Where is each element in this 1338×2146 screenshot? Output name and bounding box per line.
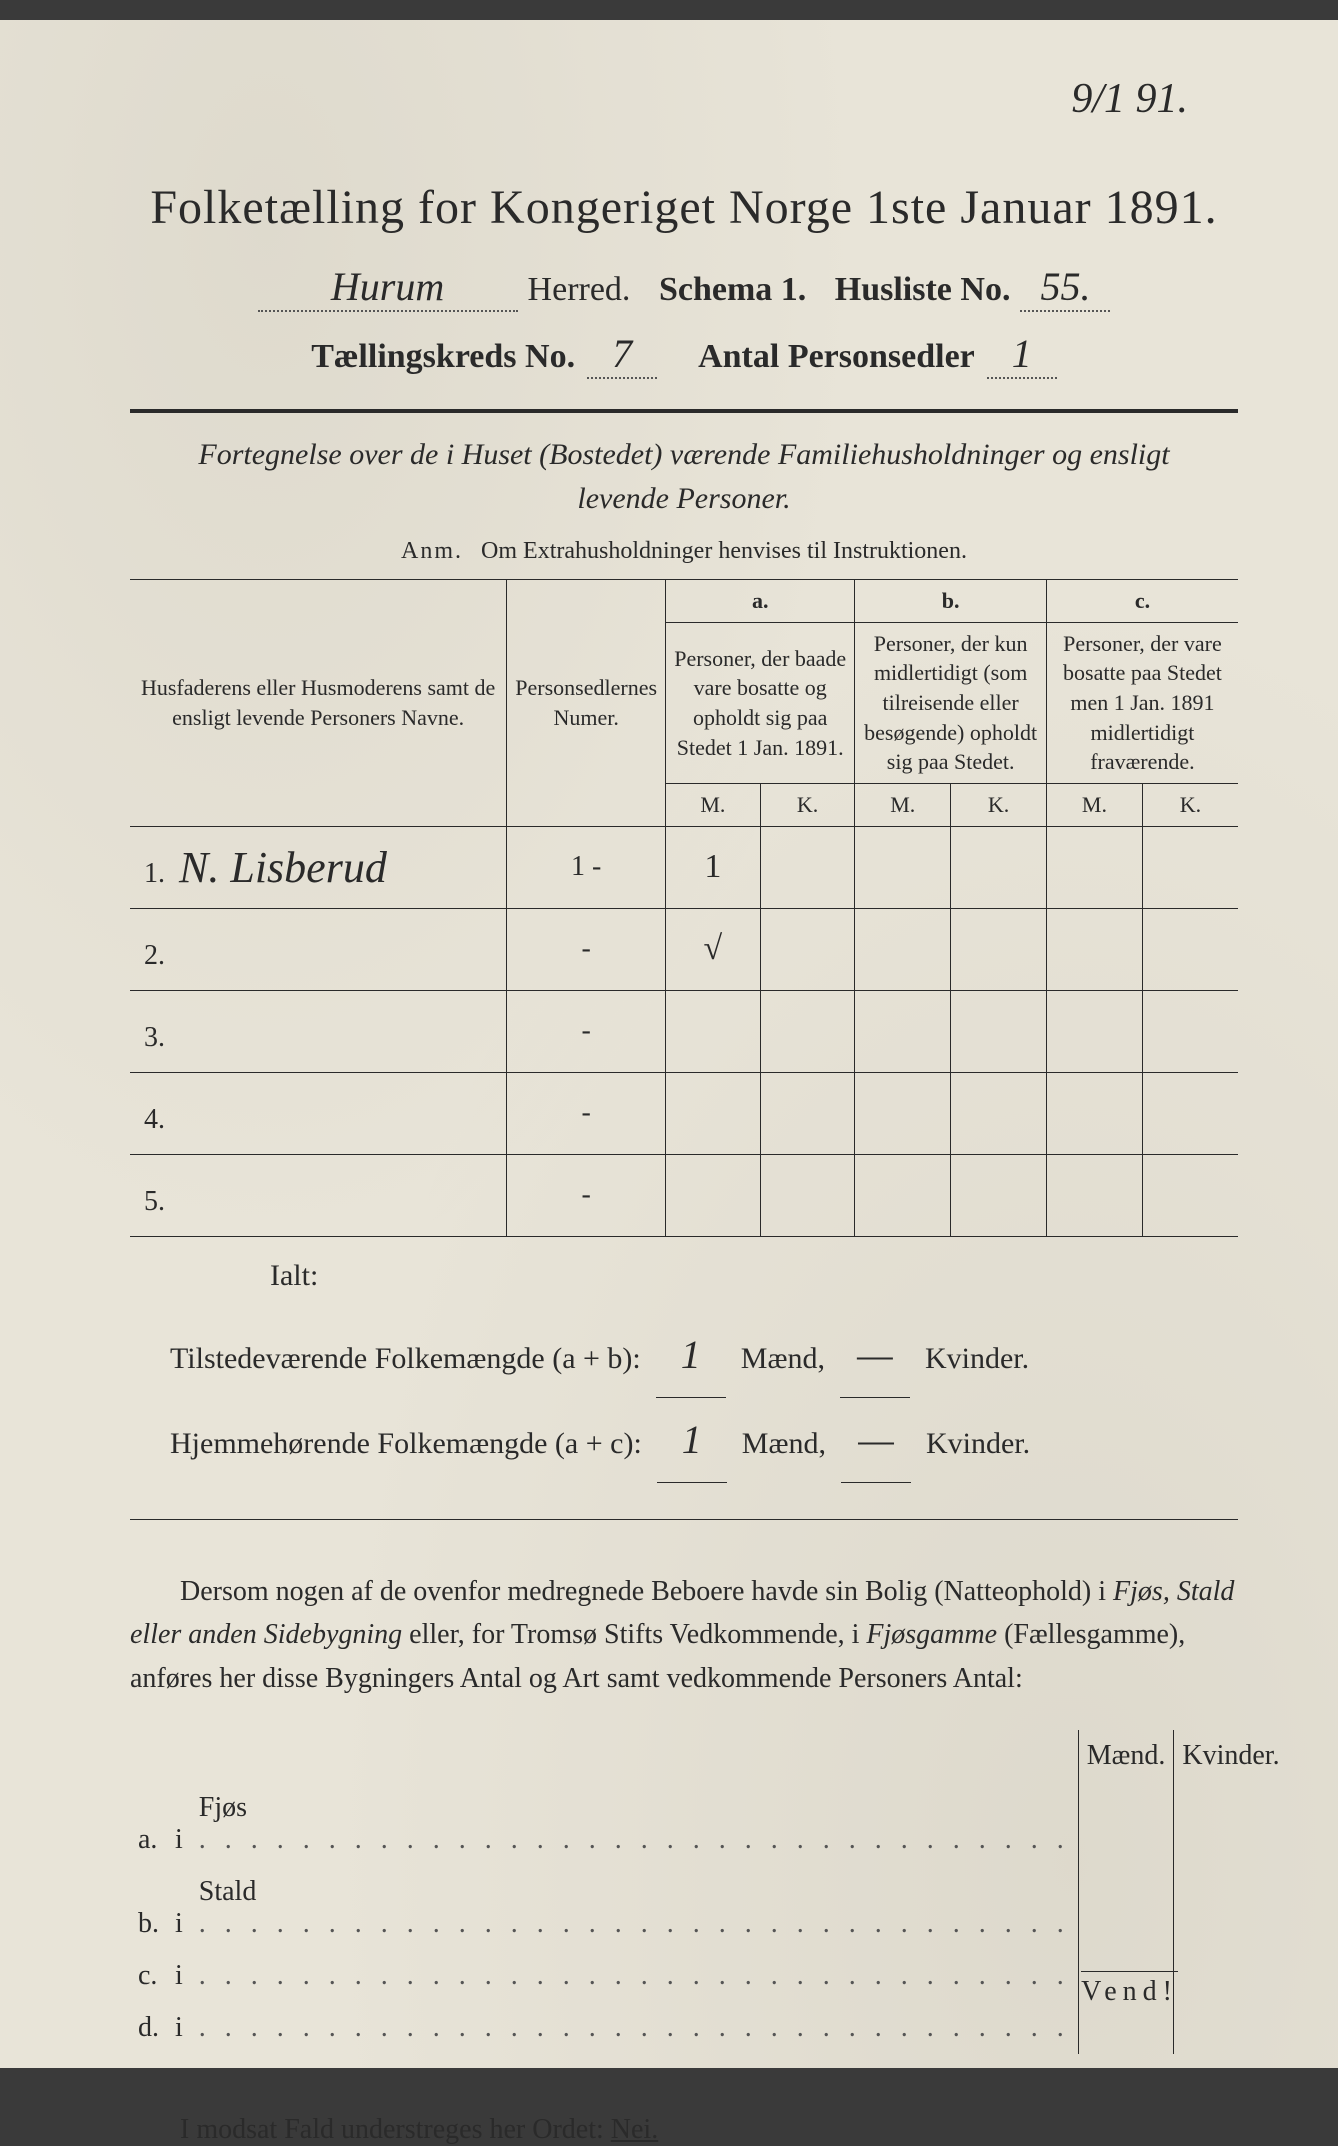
building-type: Fjøs . . . . . . . . . . . . . . . . . .… — [191, 1782, 1079, 1866]
building-kvinder — [1174, 1950, 1288, 2002]
building-row: d.i . . . . . . . . . . . . . . . . . . … — [130, 2002, 1288, 2054]
building-type: Stald . . . . . . . . . . . . . . . . . … — [191, 1866, 1079, 1950]
table-row: 4. - — [130, 1072, 1238, 1154]
mk-cell — [855, 990, 1047, 1072]
divider-rule — [130, 409, 1238, 413]
table-row: 5. - — [130, 1154, 1238, 1236]
mk-cell — [1046, 990, 1238, 1072]
building-letter: d. — [130, 2002, 167, 2054]
building-maend — [1078, 1782, 1174, 1866]
anm-line: Anm. Om Extrahusholdninger henvises til … — [130, 538, 1238, 565]
building-i: i — [167, 1950, 191, 2002]
mk-cell — [1046, 1154, 1238, 1236]
building-letter: b. — [130, 1866, 167, 1950]
name-cell: 2. — [130, 908, 507, 990]
ialt-label: Ialt: — [270, 1259, 1238, 1293]
building-maend — [1078, 2002, 1174, 2054]
table-row: 3. - — [130, 990, 1238, 1072]
name-cell: 3. — [130, 990, 507, 1072]
col-a-letter: a. — [666, 580, 855, 623]
building-letter: c. — [130, 1950, 167, 2002]
totals-line-1: Tilstedeværende Folkemængde (a + b): 1 M… — [170, 1313, 1238, 1398]
building-row: b.iStald . . . . . . . . . . . . . . . .… — [130, 1866, 1288, 1950]
mk-cell — [855, 1072, 1047, 1154]
footer-word: Nei. — [611, 2114, 658, 2145]
buildings-kvinder-header: Kvinder. — [1174, 1730, 1288, 1782]
num-cell: - — [507, 1072, 666, 1154]
col-c-letter: c. — [1046, 580, 1238, 623]
mk-cell — [855, 1154, 1047, 1236]
building-kvinder — [1174, 1782, 1288, 1866]
mk-cell — [1046, 1072, 1238, 1154]
buildings-maend-header: Mænd. — [1078, 1730, 1174, 1782]
building-kvinder — [1174, 1866, 1288, 1950]
mk-cell — [666, 1154, 855, 1236]
col-b-header: Personer, der kun midlertidigt (som tilr… — [855, 622, 1047, 783]
col-b-letter: b. — [855, 580, 1047, 623]
buildings-table-body: a.iFjøs . . . . . . . . . . . . . . . . … — [130, 1782, 1288, 2054]
mk-cell — [855, 908, 1047, 990]
mk-cell — [666, 990, 855, 1072]
mk-cell: √ — [666, 908, 855, 990]
husliste-value: 55. — [1020, 263, 1110, 312]
mk-cell: 1 — [666, 826, 855, 908]
main-title: Folketælling for Kongeriget Norge 1ste J… — [130, 180, 1238, 235]
husliste-label: Husliste No. — [835, 271, 1011, 309]
header-line-2: Tællingskreds No. 7 Antal Personsedler 1 — [130, 330, 1238, 379]
col-num-header: Personsedlernes Numer. — [507, 580, 666, 827]
col-name-header: Husfaderens eller Husmoderens samt de en… — [130, 580, 507, 827]
census-table: Husfaderens eller Husmoderens samt de en… — [130, 579, 1238, 1237]
col-b-mk: M. K. — [855, 784, 1047, 827]
corner-date-note: 9/1 91. — [1071, 75, 1188, 123]
census-form-page: 9/1 91. Folketælling for Kongeriget Norg… — [0, 20, 1338, 2068]
building-type: . . . . . . . . . . . . . . . . . . . . … — [191, 2002, 1079, 2054]
mk-cell — [1046, 826, 1238, 908]
building-letter: a. — [130, 1782, 167, 1866]
table-row: 2. -√ — [130, 908, 1238, 990]
antal-value: 1 — [987, 330, 1057, 379]
mk-cell — [1046, 908, 1238, 990]
kreds-value: 7 — [587, 330, 657, 379]
header-line-1: Hurum Herred. Schema 1. Husliste No. 55. — [130, 263, 1238, 312]
footer-line: I modsat Fald understreges her Ordet: Ne… — [130, 2114, 1238, 2146]
antal-label: Antal Personsedler — [698, 338, 975, 376]
num-cell: - — [507, 1154, 666, 1236]
building-maend — [1078, 1866, 1174, 1950]
col-a-header: Personer, der baade vare bosatte og opho… — [666, 622, 855, 783]
building-i: i — [167, 1866, 191, 1950]
building-kvinder — [1174, 2002, 1288, 2054]
subtitle: Fortegnelse over de i Huset (Bostedet) v… — [170, 433, 1198, 520]
herred-value: Hurum — [258, 263, 518, 312]
name-cell: 1. N. Lisberud — [130, 826, 507, 908]
building-row: a.iFjøs . . . . . . . . . . . . . . . . … — [130, 1782, 1288, 1866]
name-cell: 5. — [130, 1154, 507, 1236]
num-cell: - — [507, 908, 666, 990]
herred-label: Herred. — [528, 271, 631, 309]
totals-line-2: Hjemmehørende Folkemængde (a + c): 1 Mæn… — [170, 1398, 1238, 1483]
vend-label: Vend! — [1081, 1971, 1178, 2008]
totals-block: Tilstedeværende Folkemængde (a + b): 1 M… — [170, 1313, 1238, 1483]
body-paragraph: Dersom nogen af de ovenfor medregnede Be… — [130, 1570, 1238, 1700]
mk-cell — [666, 1072, 855, 1154]
mk-cell — [855, 826, 1047, 908]
name-cell: 4. — [130, 1072, 507, 1154]
building-i: i — [167, 1782, 191, 1866]
building-i: i — [167, 2002, 191, 2054]
num-cell: 1 - — [507, 826, 666, 908]
table-row: 1. N. Lisberud1 -1 — [130, 826, 1238, 908]
schema-label: Schema 1. — [659, 271, 806, 309]
anm-text: Om Extrahusholdninger henvises til Instr… — [481, 538, 967, 564]
num-cell: - — [507, 990, 666, 1072]
col-c-header: Personer, der vare bosatte paa Stedet me… — [1046, 622, 1238, 783]
census-table-body: 1. N. Lisberud1 -12. -√3. -4. -5. - — [130, 826, 1238, 1236]
col-a-mk: M. K. — [666, 784, 855, 827]
building-type: . . . . . . . . . . . . . . . . . . . . … — [191, 1950, 1079, 2002]
divider-rule-2 — [130, 1519, 1238, 1520]
anm-label: Anm. — [401, 538, 463, 564]
kreds-label: Tællingskreds No. — [311, 338, 575, 376]
col-c-mk: M. K. — [1046, 784, 1238, 827]
